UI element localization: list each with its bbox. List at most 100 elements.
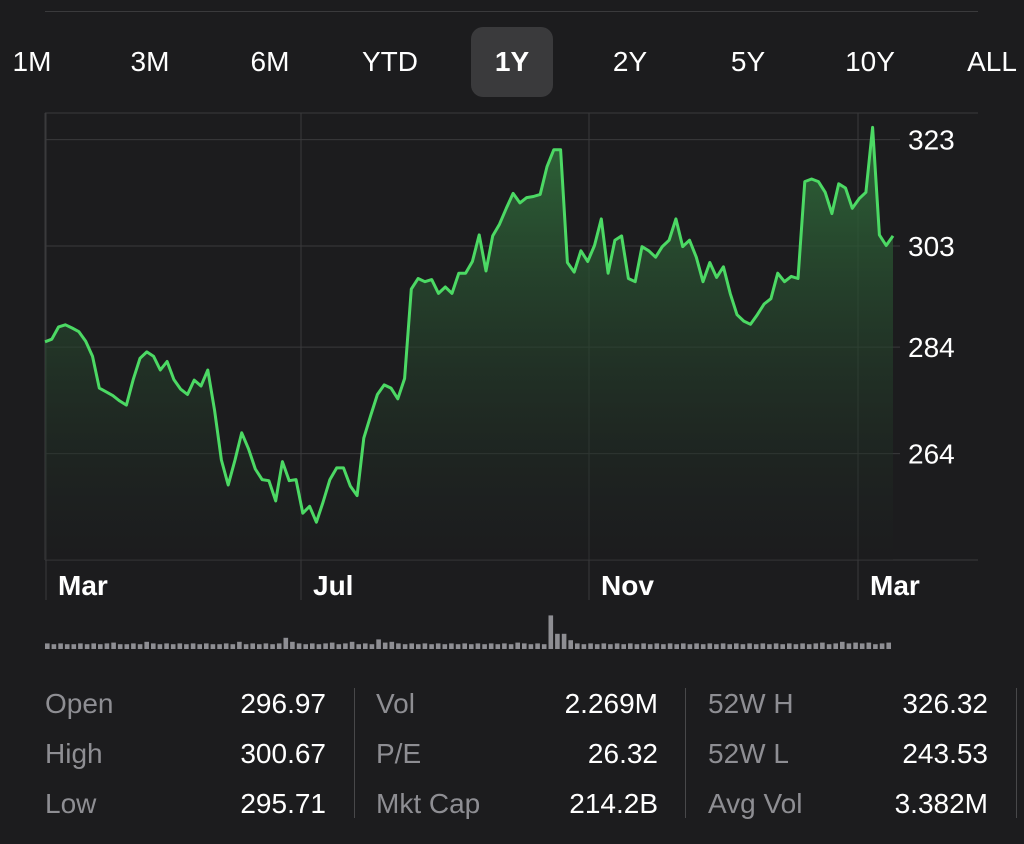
- volume-bar: [329, 642, 335, 649]
- volume-bar: [429, 644, 434, 649]
- volume-bar: [151, 643, 156, 649]
- price-area-fill: [45, 127, 893, 561]
- volume-bar: [111, 642, 116, 649]
- volume-bar: [561, 633, 567, 649]
- volume-bar: [98, 644, 103, 649]
- volume-bar: [502, 643, 507, 649]
- volume-bar: [833, 643, 838, 649]
- volume-bar: [482, 644, 487, 649]
- volume-bar: [137, 644, 143, 649]
- top-divider: [45, 11, 978, 12]
- stat-label-avg-vol: Avg Vol: [708, 788, 803, 819]
- range-6m[interactable]: 6M: [250, 46, 290, 77]
- volume-bar: [780, 644, 785, 649]
- volume-bar: [237, 641, 242, 649]
- range-2y[interactable]: 2Y: [612, 46, 648, 77]
- volume-bar: [806, 644, 812, 649]
- price-line: [44, 125, 895, 524]
- stats-divider: [685, 688, 686, 818]
- volume-bar: [694, 643, 699, 649]
- volume-bar: [177, 643, 183, 649]
- stats-divider: [354, 688, 355, 818]
- volume-bar: [462, 643, 467, 649]
- range-selector: 1M 3M 6M YTD 1Y 2Y 5Y 10Y ALL: [0, 22, 1024, 102]
- volume-bar: [469, 644, 474, 649]
- volume-bar: [575, 643, 580, 649]
- volume-bar: [283, 637, 289, 649]
- volume-bar: [714, 644, 719, 649]
- x-axis-ticks: Mar Jul Nov Mar: [58, 570, 920, 601]
- stats-divider: [1016, 688, 1017, 818]
- volume-bar: [548, 615, 554, 649]
- y-axis-ticks: 323 303 284 264: [908, 125, 955, 470]
- volume-bar: [846, 643, 852, 649]
- stat-value-pe: 26.32: [587, 738, 658, 769]
- volume-bar: [674, 644, 679, 649]
- volume-bar: [541, 644, 547, 649]
- x-tick-label: Nov: [601, 570, 654, 601]
- volume-bar: [641, 643, 646, 649]
- stat-label-mkt-cap: Mkt Cap: [376, 788, 481, 819]
- range-3m[interactable]: 3M: [130, 46, 170, 77]
- volume-bar: [250, 643, 255, 649]
- volume-bar: [382, 642, 388, 649]
- volume-bar: [859, 643, 865, 649]
- volume-bar: [621, 644, 626, 649]
- volume-bar: [866, 642, 872, 649]
- stat-value-mkt-cap: 214.2B: [569, 788, 658, 819]
- volume-bar: [508, 644, 514, 649]
- range-1y[interactable]: 1Y: [471, 27, 553, 97]
- volume-bar: [515, 642, 520, 649]
- stat-value-high: 300.67: [240, 738, 326, 769]
- volume-bar: [455, 644, 461, 649]
- stat-value-52w-low: 243.53: [902, 738, 988, 769]
- volume-bar: [104, 643, 110, 649]
- volume-bar: [409, 643, 414, 649]
- range-10y[interactable]: 10Y: [845, 46, 895, 77]
- volume-bar: [449, 643, 454, 649]
- volume-bar: [555, 633, 560, 649]
- volume-bar: [661, 644, 666, 649]
- volume-bar: [820, 642, 825, 649]
- volume-bar: [840, 641, 845, 649]
- volume-bar: [528, 644, 534, 649]
- volume-bar: [363, 643, 368, 649]
- volume-bar: [71, 644, 77, 649]
- volume-bar: [581, 644, 587, 649]
- volume-bar: [303, 644, 308, 649]
- volume-bar: [853, 642, 858, 649]
- volume-bar: [442, 644, 448, 649]
- volume-bar: [727, 644, 732, 649]
- volume-bar: [594, 644, 600, 649]
- volume-bar: [276, 643, 282, 649]
- stats-panel: Open 296.97 High 300.67 Low 295.71 Vol 2…: [0, 680, 1024, 830]
- y-tick-label: 323: [908, 125, 955, 156]
- stat-label-pe: P/E: [376, 738, 422, 769]
- volume-bar: [217, 644, 222, 649]
- volume-bar: [58, 643, 63, 649]
- volume-bar: [131, 643, 136, 649]
- price-chart[interactable]: 323 303 284 264 Mar Jul Nov Mar: [0, 105, 1024, 665]
- stat-label-low: Low: [45, 788, 97, 819]
- volume-bar: [204, 643, 209, 649]
- volume-bar: [614, 643, 620, 649]
- volume-bar: [753, 644, 759, 649]
- volume-bar: [296, 643, 302, 649]
- volume-bar: [51, 644, 57, 649]
- volume-bar: [654, 643, 660, 649]
- volume-bar: [369, 644, 375, 649]
- range-all[interactable]: ALL: [967, 46, 1017, 77]
- volume-bar: [787, 643, 792, 649]
- volume-bar: [356, 644, 361, 649]
- range-5y[interactable]: 5Y: [730, 46, 766, 77]
- stat-label-vol: Vol: [376, 688, 415, 719]
- stat-value-52w-high: 326.32: [902, 688, 988, 719]
- stat-value-vol: 2.269M: [564, 688, 658, 719]
- volume-bar: [720, 643, 726, 649]
- volume-bar: [270, 644, 275, 649]
- range-1m[interactable]: 1M: [12, 46, 52, 77]
- range-ytd[interactable]: YTD: [362, 46, 418, 77]
- volume-bar: [475, 643, 481, 649]
- stat-label-high: High: [45, 738, 103, 769]
- volume-bar: [84, 644, 90, 649]
